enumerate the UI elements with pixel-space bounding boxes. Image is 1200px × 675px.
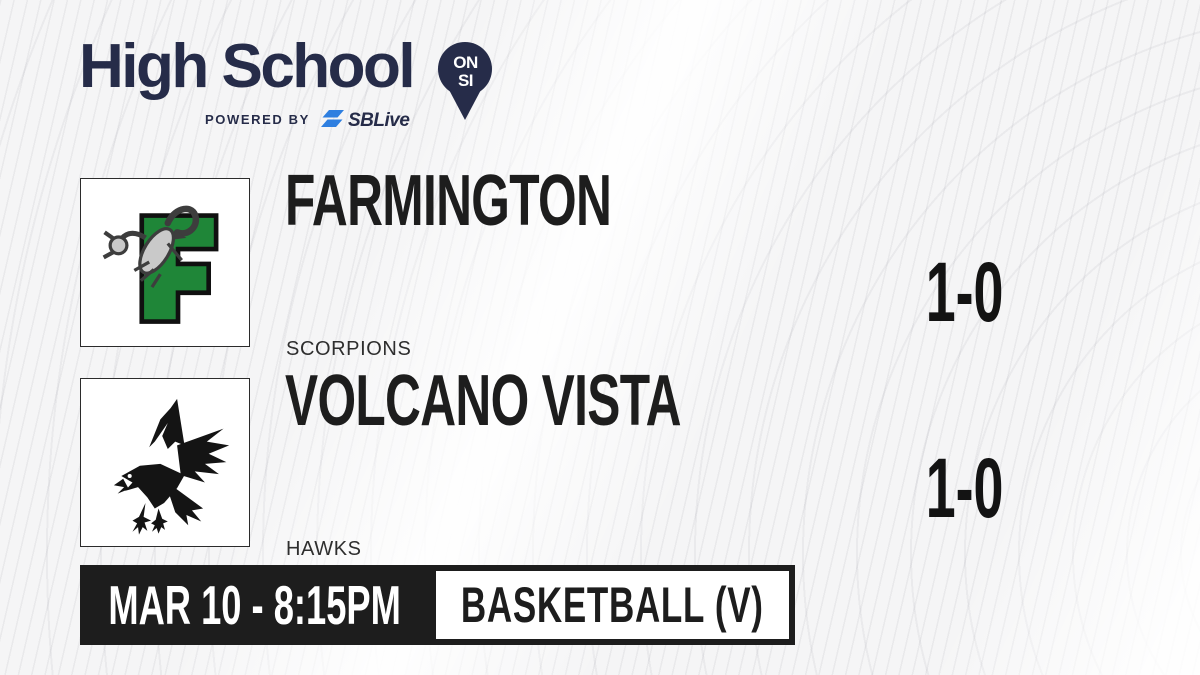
team2-name: VOLCANO VISTA — [285, 361, 682, 441]
team1-mascot: SCORPIONS — [286, 338, 412, 360]
sblive-bolt-icon-bottom — [320, 119, 343, 127]
sblive-logo: SBLive — [320, 110, 411, 130]
team2-logo-box — [80, 378, 250, 547]
on-si-pin-icon: ON SI — [438, 42, 492, 120]
game-datetime-box: MAR 10 - 8:15PM — [80, 565, 430, 645]
sblive-wordmark-text: SBLive — [348, 110, 410, 130]
team1-record: 1-0 — [925, 245, 1003, 339]
team1-name: FARMINGTON — [285, 161, 612, 241]
hawk-silhouette-icon — [113, 398, 230, 535]
brand-wordmark: High School — [79, 32, 416, 101]
powered-by-label: POWERED BY — [205, 111, 310, 127]
farmington-scorpion-f-icon — [102, 205, 223, 328]
powered-by-row: POWERED BY SBLive — [205, 107, 421, 131]
hawk-graphic — [113, 398, 230, 535]
scorpion-graphic — [102, 205, 200, 288]
team1-logo-box — [80, 178, 250, 347]
pin-text-on: ON — [453, 53, 478, 72]
hawk-eye — [127, 473, 132, 478]
sblive-bolt-icon-top — [322, 110, 344, 118]
game-datetime: MAR 10 - 8:15PM — [108, 573, 402, 636]
pin-text-si: SI — [458, 71, 473, 90]
team2-mascot: HAWKS — [286, 538, 362, 560]
sport-label: BASKETBALL (V) — [461, 577, 764, 633]
sport-box: BASKETBALL (V) — [430, 565, 795, 645]
team2-record: 1-0 — [925, 441, 1003, 535]
